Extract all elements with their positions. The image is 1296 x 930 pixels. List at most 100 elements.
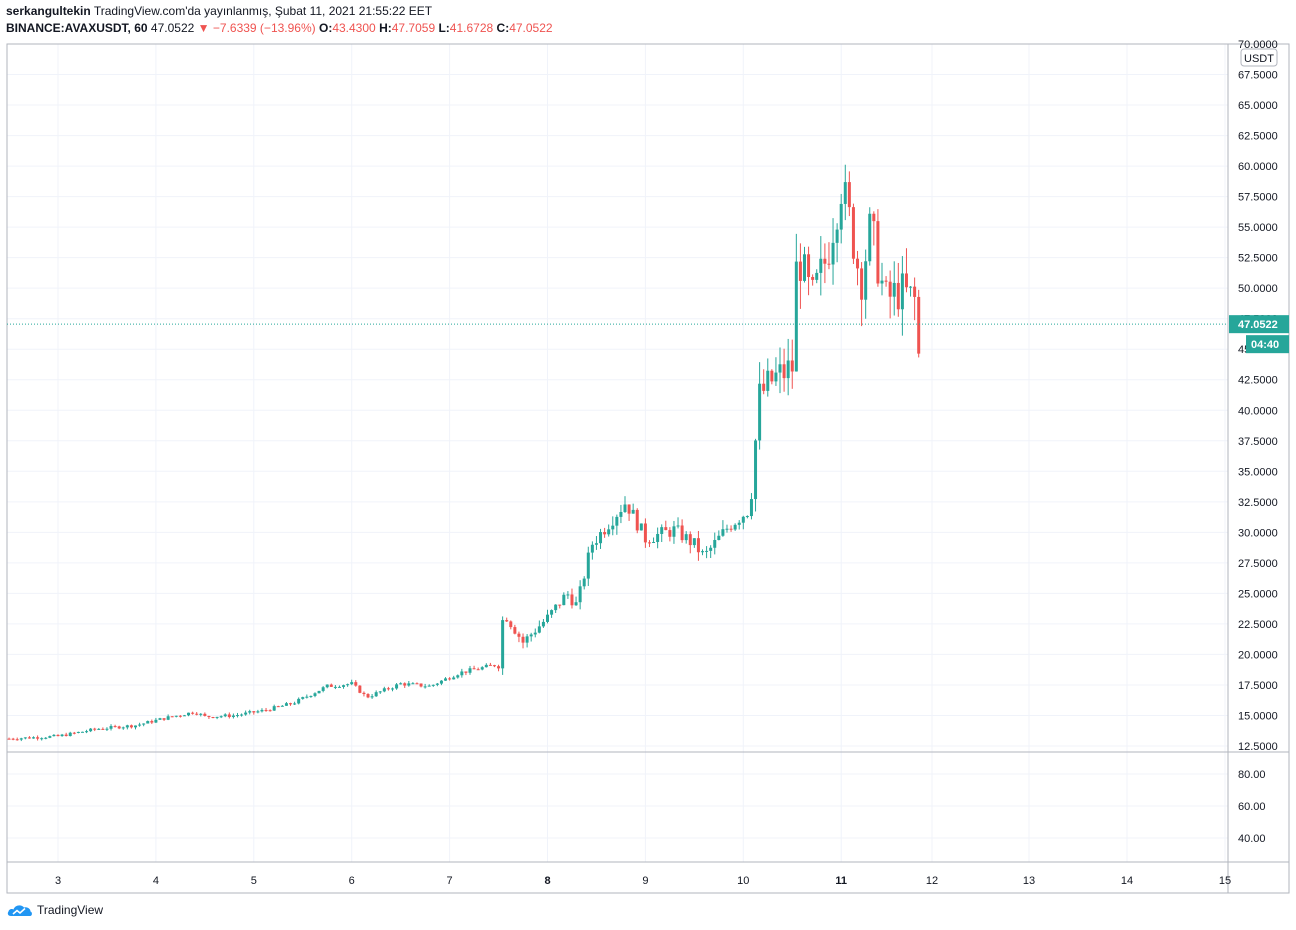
candle-body [484, 664, 488, 668]
candle-body [798, 261, 802, 281]
candle-body [19, 738, 23, 740]
volume-tick-label: 40.00 [1238, 833, 1266, 845]
candle-body [207, 715, 211, 718]
candle-body [142, 723, 146, 725]
candle-body [407, 683, 411, 686]
candle-body [301, 697, 305, 699]
tradingview-brand[interactable]: TradingView [7, 903, 103, 917]
candle-body [599, 532, 603, 544]
candle-body [337, 686, 341, 688]
candle-body [533, 632, 537, 635]
candle-body [48, 736, 52, 738]
candle-body [737, 522, 741, 525]
candle-body [550, 610, 554, 615]
candle-body [293, 703, 297, 705]
candle-body [89, 728, 93, 732]
candle-body [497, 666, 501, 669]
candle-body [647, 542, 651, 544]
candle-body [635, 509, 639, 531]
candle-body [888, 281, 892, 297]
candle-body [113, 726, 117, 728]
candle-body [860, 268, 864, 300]
countdown-badge [1246, 335, 1289, 354]
candle-body [631, 509, 635, 514]
candle-body [900, 273, 904, 310]
time-tick-label: 14 [1121, 875, 1133, 887]
candle-body [235, 715, 239, 717]
candle-body [582, 578, 586, 587]
candle-body [480, 667, 484, 670]
price-tick-label: 50.0000 [1238, 283, 1278, 295]
candle-body [721, 529, 725, 536]
candle-body [138, 724, 142, 726]
candle-body [513, 627, 517, 634]
low-label: L: [438, 21, 450, 35]
open-value: 43.4300 [332, 21, 376, 35]
candle-body [423, 686, 427, 688]
candle-body [76, 731, 80, 733]
candle-body [872, 213, 876, 222]
price-tick-label: 25.0000 [1238, 588, 1278, 600]
price-tick-label: 67.5000 [1238, 70, 1278, 82]
high-value: 47.7059 [391, 21, 436, 35]
candle-body [170, 716, 174, 718]
candle-body [537, 626, 541, 633]
candle-body [399, 683, 403, 685]
candle-body [476, 669, 480, 671]
candle-body [603, 532, 607, 535]
candle-body [684, 534, 688, 541]
candle-body [276, 706, 280, 708]
candle-body [851, 207, 855, 259]
brand-name: TradingView [37, 903, 104, 917]
candle-body [558, 604, 562, 606]
price-tick-label: 52.5000 [1238, 253, 1278, 265]
candle-body [835, 229, 839, 243]
candle-body [713, 539, 717, 548]
candle-body [468, 668, 472, 673]
candle-body [794, 261, 798, 372]
candle-body [790, 360, 794, 372]
candle-body [729, 528, 733, 530]
candle-body [472, 668, 476, 670]
candle-body [158, 718, 162, 720]
candle-body [134, 725, 138, 728]
candle-body [64, 734, 68, 737]
candle-body [325, 684, 329, 688]
price-tick-label: 30.0000 [1238, 527, 1278, 539]
candle-body [815, 272, 819, 280]
price-tick-label: 35.0000 [1238, 466, 1278, 478]
candle-body [215, 716, 219, 718]
volume-tick-label: 80.00 [1238, 769, 1266, 781]
time-axis[interactable]: 3 4 5 6 7 8 9 10 11 12 13 14 15 [55, 875, 1231, 887]
price-axis[interactable]: 12.5000 15.0000 17.5000 20.0000 22.5000 25.00… [1238, 39, 1278, 845]
candle-body [660, 527, 664, 534]
candle-body [688, 534, 692, 546]
candle-body [321, 687, 325, 691]
candle-body [839, 203, 843, 230]
candle-body [856, 258, 860, 269]
candle-body [904, 273, 908, 288]
published-info: TradingView.com'da yayınlanmış, Şubat 11… [93, 4, 433, 18]
candle-body [546, 614, 549, 622]
price-tick-label: 32.5000 [1238, 497, 1278, 509]
candle-body [182, 715, 186, 717]
candle-body [15, 739, 19, 741]
candle-body [754, 440, 758, 500]
author-name[interactable]: serkangultekin [6, 4, 91, 18]
candle-body [23, 737, 27, 739]
symbol-name[interactable]: BINANCE:AVAXUSDT, 60 [6, 21, 148, 35]
candle-body [346, 684, 350, 686]
close-value: 47.0522 [509, 21, 553, 35]
candle-body [56, 734, 60, 737]
chart-grid [7, 44, 1228, 862]
countdown-label: 04:40 [1251, 339, 1279, 351]
candle-body [664, 527, 668, 531]
candle-body [913, 286, 917, 297]
candle-body [770, 370, 774, 382]
time-tick-label: 8 [544, 875, 550, 887]
candle-body [93, 728, 97, 730]
candle-body [150, 721, 154, 723]
candle-body [917, 296, 921, 354]
candle-body [411, 683, 415, 685]
